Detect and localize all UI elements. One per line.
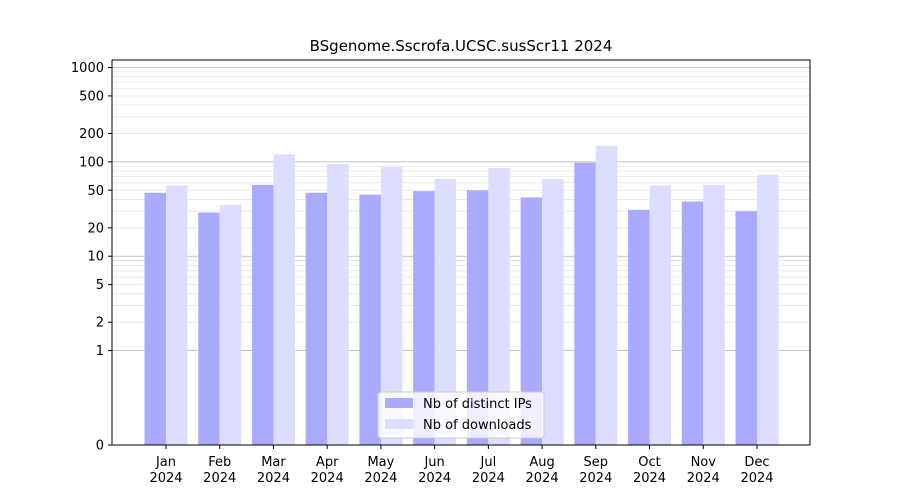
x-tick-label-year: 2024 <box>149 471 182 486</box>
bar-distinct-ips-nov <box>681 201 704 445</box>
plot-frame <box>111 59 811 446</box>
x-tick-label-month: May <box>367 455 394 470</box>
x-tick-label-month: Dec <box>744 455 769 470</box>
x-tick-label-year: 2024 <box>418 471 451 486</box>
bar-distinct-ips-sep <box>574 162 596 445</box>
x-axis: Jan2024Feb2024Mar2024Apr2024May2024Jun20… <box>149 445 774 486</box>
y-tick-label: 5 <box>96 278 104 293</box>
bar-distinct-ips-oct <box>628 209 650 445</box>
bar-downloads-sep <box>595 145 618 446</box>
x-tick-label-month: Jun <box>423 455 444 470</box>
x-tick-label-month: Apr <box>316 455 339 470</box>
x-tick-label-year: 2024 <box>364 471 397 486</box>
bar-distinct-ips-dec <box>735 211 757 445</box>
x-tick-label-month: Nov <box>691 455 717 470</box>
legend-label-distinct-ips: Nb of distinct IPs <box>423 397 532 412</box>
y-axis: 0 1 2 5 10 20 50 100 200 500 1000 <box>71 61 112 454</box>
x-tick-label-month: Mar <box>261 455 286 470</box>
y-tick-label: 0 <box>96 439 104 454</box>
bar-distinct-ips-jan <box>144 192 166 445</box>
x-tick-label-month: Oct <box>638 455 660 470</box>
bar-distinct-ips-apr <box>305 192 328 445</box>
y-tick-label: 2 <box>96 316 104 331</box>
legend-label-downloads: Nb of downloads <box>423 418 532 433</box>
bar-downloads-may <box>380 167 403 445</box>
x-tick-label-year: 2024 <box>472 471 505 486</box>
bar-downloads-nov <box>703 184 725 446</box>
bar-downloads-feb <box>219 204 242 445</box>
y-tick-label: 20 <box>87 221 104 236</box>
bar-downloads-dec <box>757 174 779 445</box>
legend-swatch-downloads <box>385 419 413 429</box>
x-tick-label-month: Sep <box>584 455 609 470</box>
x-tick-label-month: Aug <box>529 455 554 470</box>
y-tick-label: 10 <box>87 250 104 265</box>
legend-swatch-distinct-ips <box>385 398 413 408</box>
legend: Nb of distinct IPs Nb of downloads <box>377 391 545 439</box>
x-tick-label-month: Jul <box>480 455 497 470</box>
bar-downloads-jun <box>434 178 457 445</box>
bar-downloads-apr <box>327 163 349 445</box>
y-tick-label: 100 <box>79 155 104 170</box>
bar-downloads-jul <box>488 168 510 445</box>
chart-title: BSgenome.Sscrofa.UCSC.susScr11 2024 <box>310 37 613 55</box>
bar-downloads-oct <box>649 185 672 445</box>
y-tick-label: 1 <box>96 344 104 359</box>
x-tick-label-year: 2024 <box>257 471 290 486</box>
bar-downloads-mar <box>273 154 295 445</box>
x-tick-label-year: 2024 <box>633 471 666 486</box>
y-tick-label: 200 <box>79 127 104 142</box>
x-tick-label-year: 2024 <box>311 471 344 486</box>
bar-distinct-ips-feb <box>198 212 220 445</box>
bar-distinct-ips-aug <box>520 197 543 445</box>
x-tick-label-month: Feb <box>208 455 231 470</box>
x-tick-label-year: 2024 <box>526 471 559 486</box>
bar-distinct-ips-mar <box>251 184 274 446</box>
x-tick-label-year: 2024 <box>579 471 612 486</box>
bar-distinct-ips-jul <box>466 190 489 445</box>
x-tick-label-year: 2024 <box>687 471 720 486</box>
bar-downloads-jan <box>166 185 188 445</box>
x-tick-label-year: 2024 <box>740 471 773 486</box>
bar-downloads-aug <box>542 178 564 445</box>
x-tick-label-month: Jan <box>155 455 176 470</box>
bar-distinct-ips-may <box>359 194 381 445</box>
y-tick-label: 50 <box>87 184 104 199</box>
bars <box>144 145 779 446</box>
bar-distinct-ips-jun <box>413 191 435 445</box>
y-tick-label: 1000 <box>71 61 104 76</box>
x-tick-label-year: 2024 <box>203 471 236 486</box>
legend-box <box>377 391 545 439</box>
y-tick-label: 500 <box>79 89 104 104</box>
